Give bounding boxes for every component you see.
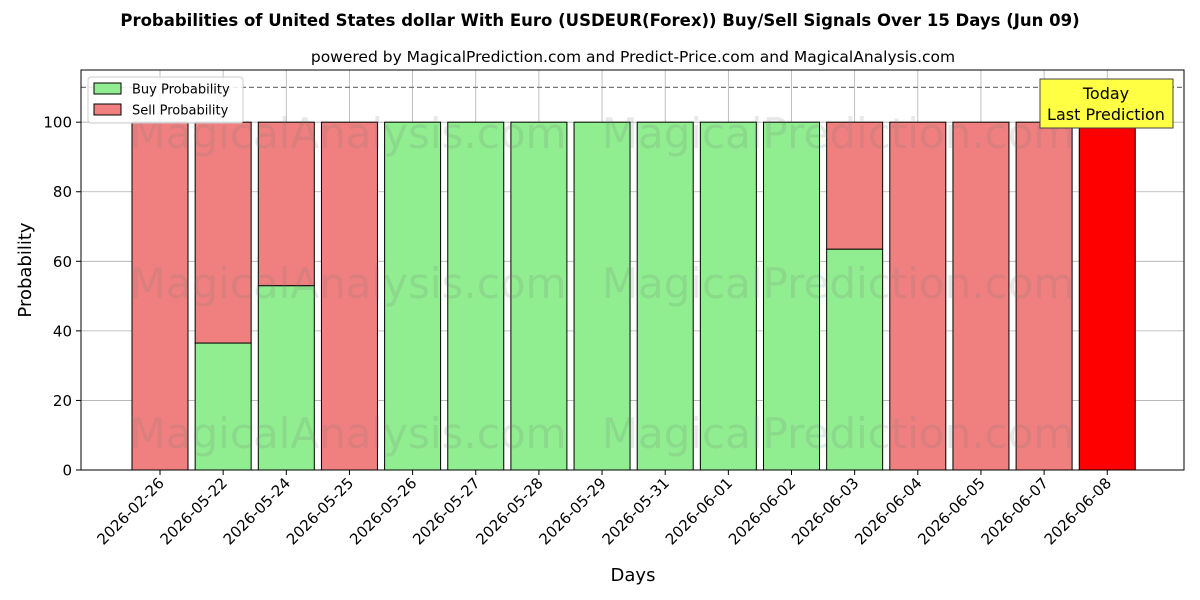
buy-bar (763, 121, 820, 471)
x-tick-label: 2026-06-04 (851, 474, 925, 548)
today-annotation: Today Last Prediction (1039, 78, 1174, 129)
legend: Buy Probability Sell Probability (87, 76, 244, 124)
x-tick-label: 2026-05-22 (157, 474, 231, 548)
x-ticks: 2026-02-262026-05-222026-05-242026-05-25… (93, 470, 1115, 548)
legend-swatch (93, 103, 122, 116)
x-tick-label: 2026-05-29 (535, 474, 609, 548)
x-tick-label: 2026-05-25 (283, 474, 357, 548)
y-tick-label: 60 (53, 253, 72, 271)
x-tick-label: 2026-06-02 (725, 474, 799, 548)
legend-box (87, 76, 244, 124)
bars-layer (131, 121, 1136, 471)
x-tick-label: 2026-05-28 (472, 474, 546, 548)
buy-bar (826, 248, 884, 471)
sell-bar (194, 121, 252, 344)
buy-bar (510, 121, 568, 471)
legend-label: Buy Probability (132, 83, 230, 98)
annotation-text: Last Prediction (1047, 105, 1165, 124)
x-tick-label: 2026-05-24 (220, 474, 294, 548)
x-tick-label: 2026-06-05 (914, 474, 988, 548)
legend-label: Sell Probability (132, 104, 229, 119)
y-axis-label: Probability (15, 222, 36, 317)
y-tick-label: 100 (43, 114, 72, 132)
x-axis-label: Days (611, 565, 656, 586)
sell-bar (320, 121, 378, 471)
buy-bar (699, 121, 757, 471)
buy-bar (573, 121, 631, 471)
x-tick-label: 2026-06-08 (1041, 474, 1115, 548)
x-tick-label: 2026-06-07 (978, 474, 1052, 548)
x-tick-label: 2026-05-27 (409, 474, 483, 548)
annotation-box (1039, 78, 1174, 129)
watermark-text: MagicalPrediction.com (602, 409, 1075, 458)
chart-title: Probabilities of United States dollar Wi… (120, 11, 1079, 30)
x-tick-label: 2026-06-01 (662, 474, 736, 548)
buy-bar (447, 121, 505, 471)
x-tick-label: 2026-05-31 (599, 474, 673, 548)
watermark-text: MagicalPrediction.com (602, 109, 1075, 158)
y-tick-label: 40 (53, 322, 72, 340)
buy-bar (384, 121, 442, 471)
sell-bar (1078, 121, 1136, 471)
sell-bar (952, 121, 1010, 471)
watermark-text: MagicalPrediction.com (602, 259, 1075, 308)
buy-bar (636, 121, 694, 471)
legend-swatch (93, 82, 122, 95)
watermark-text: MagicalAnalysis.com (130, 409, 567, 458)
annotation-text: Today (1082, 84, 1129, 103)
y-tick-label: 80 (53, 183, 72, 201)
chart-subtitle: powered by MagicalPrediction.com and Pre… (311, 48, 955, 66)
y-ticks: 0 20 40 60 80 100 (43, 114, 81, 480)
sell-bar (257, 121, 315, 287)
plot-frame (80, 69, 1185, 471)
y-tick-label: 20 (53, 392, 72, 410)
x-tick-label: 2026-05-26 (346, 474, 420, 548)
x-tick-label: 2026-06-03 (788, 474, 862, 548)
watermark-text: MagicalAnalysis.com (130, 259, 567, 308)
x-tick-label: 2026-02-26 (93, 474, 167, 548)
sell-bar (889, 121, 947, 471)
sell-bar (826, 121, 884, 250)
sell-bar (1015, 121, 1073, 471)
y-tick-label: 0 (62, 462, 72, 480)
